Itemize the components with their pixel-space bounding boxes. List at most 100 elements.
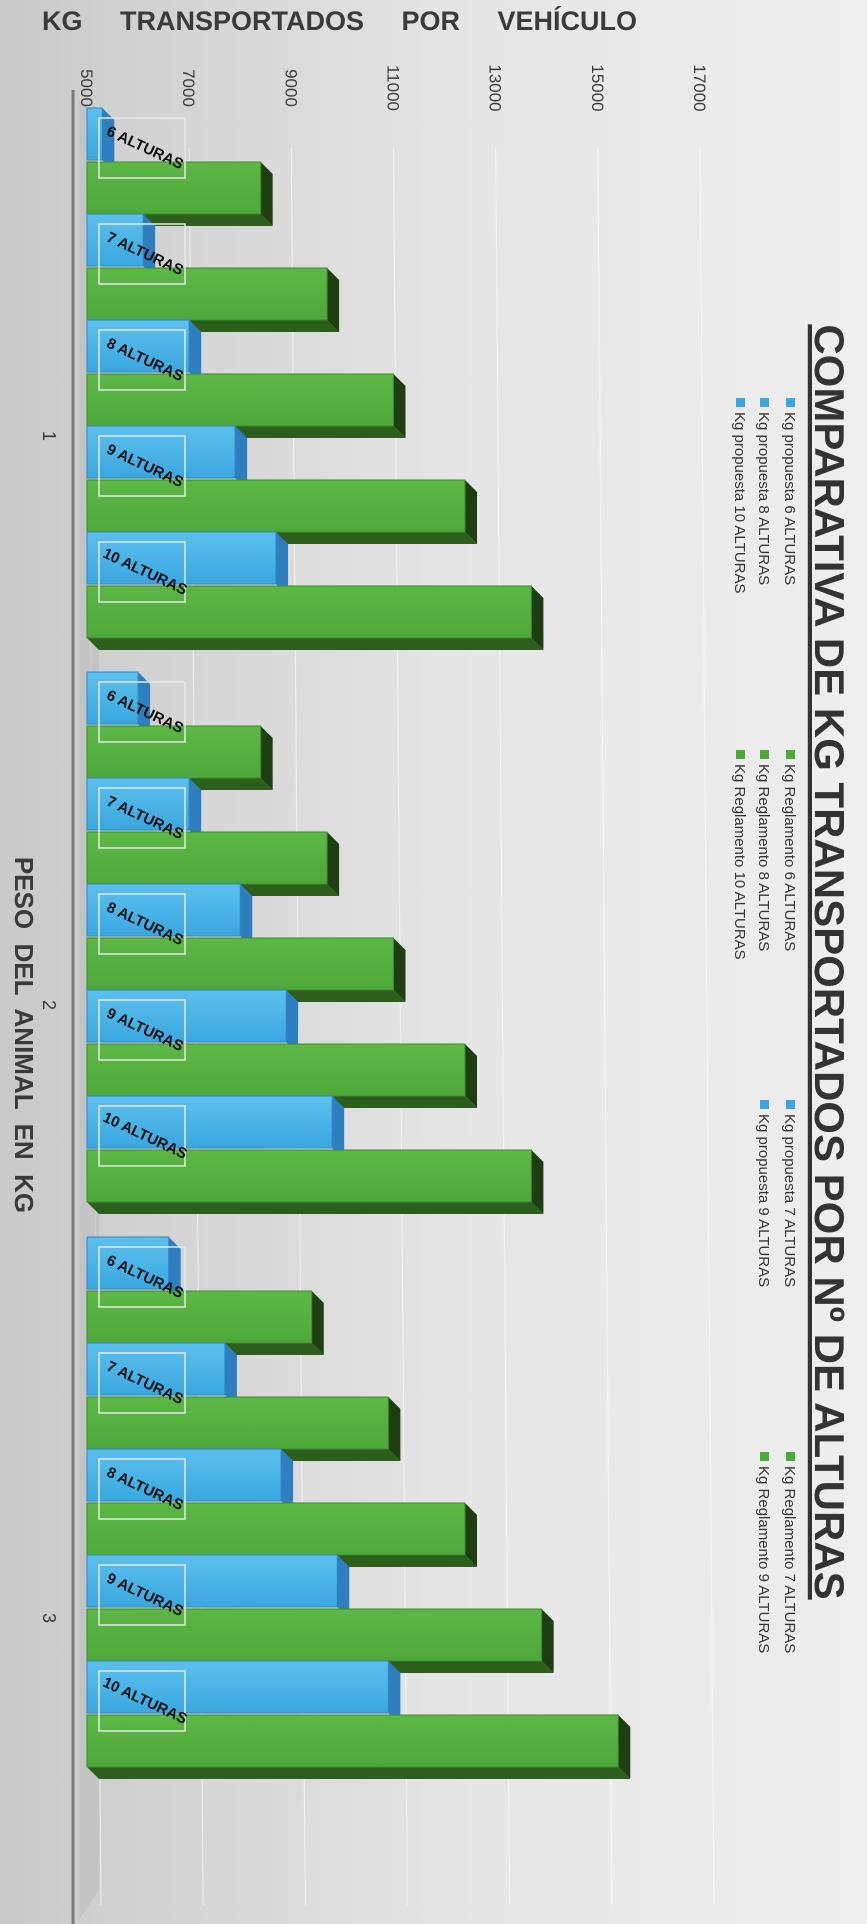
value-axis-title: KG TRANSPORTADOS POR VEHÍCULO bbox=[42, 5, 637, 36]
bar-reglamento-top bbox=[260, 162, 273, 226]
bars bbox=[86, 107, 631, 1779]
bar-reglamento-top bbox=[465, 1044, 478, 1108]
category-tick-label: 3 bbox=[39, 1613, 59, 1623]
legend-entry: Kg propuesta 10 ALTURAS bbox=[731, 412, 748, 594]
legend-swatch bbox=[736, 398, 745, 407]
legend-swatch bbox=[786, 398, 795, 407]
category-tick-labels: 1 2 3 bbox=[39, 431, 59, 1623]
category-tick-label: 2 bbox=[39, 1000, 59, 1010]
bar-propuesta-top bbox=[189, 778, 202, 842]
legend-swatch bbox=[786, 750, 795, 759]
bar-propuesta bbox=[86, 989, 287, 1043]
gridline bbox=[699, 147, 715, 1906]
bar-reglamento-side bbox=[87, 638, 544, 650]
bar-reglamento bbox=[86, 831, 328, 885]
legend-entry: Kg Reglamento 9 ALTURAS bbox=[755, 1466, 772, 1653]
bar-propuesta-top bbox=[138, 672, 151, 736]
bar-propuesta-top bbox=[235, 426, 248, 490]
bar-reglamento bbox=[86, 1043, 466, 1097]
bar-propuesta-top bbox=[388, 1661, 401, 1725]
legend-swatch bbox=[760, 398, 769, 407]
bar-propuesta bbox=[86, 777, 190, 831]
legend-entry: Kg Reglamento 7 ALTURAS bbox=[781, 1466, 798, 1653]
value-tick-label: 9000 bbox=[281, 69, 300, 107]
bar-reglamento bbox=[86, 1608, 543, 1662]
value-tick-label: 7000 bbox=[179, 69, 198, 107]
bar-propuesta-top bbox=[224, 1343, 237, 1407]
bar-reglamento bbox=[86, 479, 466, 533]
category-tick-label: 1 bbox=[39, 431, 59, 441]
value-tick-label: 13000 bbox=[486, 64, 505, 111]
bar-propuesta-top bbox=[143, 214, 156, 278]
bar-propuesta bbox=[86, 1342, 226, 1396]
value-tick-label: 5000 bbox=[77, 69, 96, 107]
bar-reglamento-top bbox=[327, 268, 340, 332]
legend-swatch bbox=[786, 1452, 795, 1461]
legend-entry: Kg Reglamento 8 ALTURAS bbox=[755, 764, 772, 951]
bar-reglamento-top bbox=[327, 832, 340, 896]
bar-reglamento-top bbox=[388, 1397, 401, 1461]
gridline bbox=[597, 147, 613, 1906]
bar-propuesta bbox=[86, 1095, 333, 1149]
chart-title: COMPARATIVA DE KG TRANSPORTADOS POR Nº D… bbox=[806, 324, 853, 1599]
bar-propuesta-top bbox=[281, 1449, 294, 1513]
bar-reglamento bbox=[86, 1396, 389, 1450]
bar-reglamento-side bbox=[87, 1202, 544, 1214]
category-axis-title: PESO DEL ANIMAL EN KG bbox=[9, 857, 39, 1213]
bar-reglamento-side bbox=[87, 1767, 631, 1779]
bar-propuesta bbox=[86, 671, 139, 725]
bar-propuesta-top bbox=[189, 320, 202, 384]
bar-propuesta bbox=[86, 1448, 282, 1502]
bar-propuesta bbox=[86, 883, 241, 937]
bar-propuesta bbox=[86, 213, 144, 267]
legend-swatch bbox=[786, 1100, 795, 1109]
bar-propuesta bbox=[86, 107, 103, 161]
bar-reglamento bbox=[86, 161, 262, 215]
legend: Kg propuesta 6 ALTURAS Kg Reglamento 6 AL… bbox=[731, 398, 798, 1653]
value-tick-labels: 5000 7000 9000 11000 13000 15000 17000 bbox=[77, 64, 709, 111]
bar-reglamento-top bbox=[393, 374, 406, 438]
bar-reglamento bbox=[86, 937, 394, 991]
bar-reglamento bbox=[86, 1149, 532, 1203]
bar-reglamento bbox=[86, 585, 532, 639]
legend-entry: Kg propuesta 8 ALTURAS bbox=[755, 412, 772, 585]
bar-propuesta bbox=[86, 425, 236, 479]
legend-swatch bbox=[760, 750, 769, 759]
legend-entry: Kg propuesta 7 ALTURAS bbox=[781, 1114, 798, 1287]
legend-swatch bbox=[760, 1100, 769, 1109]
bar-propuesta bbox=[86, 319, 190, 373]
value-tick-label: 17000 bbox=[690, 64, 709, 111]
bar-reglamento-top bbox=[465, 480, 478, 544]
bar-propuesta-top bbox=[332, 1096, 345, 1160]
legend-swatch bbox=[736, 750, 745, 759]
bar-propuesta bbox=[86, 1660, 389, 1714]
legend-entry: Kg propuesta 9 ALTURAS bbox=[755, 1114, 772, 1287]
bar-reglamento-top bbox=[531, 1150, 544, 1214]
bar-reglamento bbox=[86, 267, 328, 321]
value-tick-label: 15000 bbox=[588, 64, 607, 111]
bar-propuesta-top bbox=[286, 990, 299, 1054]
bar-reglamento bbox=[86, 373, 394, 427]
bar-propuesta bbox=[86, 1236, 170, 1290]
bar-propuesta-top bbox=[337, 1555, 350, 1619]
bar-propuesta-top bbox=[240, 884, 253, 948]
bar-propuesta bbox=[86, 1554, 338, 1608]
bar-propuesta-top bbox=[168, 1237, 181, 1301]
bar-reglamento bbox=[86, 1714, 619, 1768]
bar-reglamento-top bbox=[541, 1609, 554, 1673]
bar-propuesta-top bbox=[276, 532, 289, 596]
bar-reglamento bbox=[86, 1290, 313, 1344]
value-tick-label: 11000 bbox=[384, 65, 403, 111]
bar-reglamento-top bbox=[260, 726, 273, 790]
bar-propuesta-top bbox=[102, 108, 115, 172]
bar-propuesta bbox=[86, 531, 277, 585]
bar-reglamento-top bbox=[393, 938, 406, 1002]
bar-reglamento-top bbox=[311, 1291, 324, 1355]
bar-reglamento-top bbox=[618, 1715, 631, 1779]
bar-reglamento-top bbox=[531, 586, 544, 650]
bar-reglamento-top bbox=[465, 1503, 478, 1567]
legend-entry: Kg propuesta 6 ALTURAS bbox=[781, 412, 798, 585]
bar-reglamento bbox=[86, 1502, 466, 1556]
